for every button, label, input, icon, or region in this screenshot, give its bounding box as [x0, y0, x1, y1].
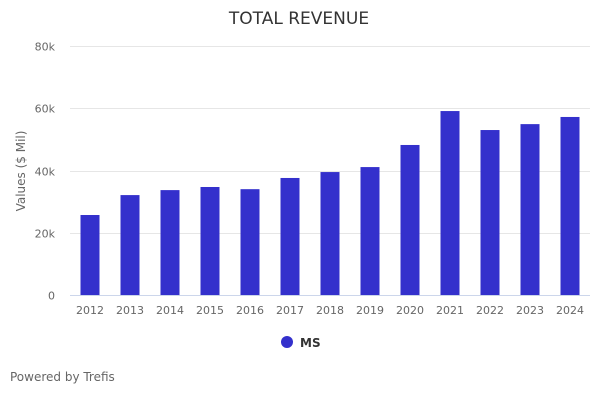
x-tick-label: 2021: [436, 304, 464, 317]
bar-2018[interactable]: [320, 172, 340, 295]
y-axis-label: Values ($ Mil): [14, 131, 28, 212]
x-tick-label: 2022: [476, 304, 504, 317]
y-tick-label: 20k: [35, 228, 56, 241]
bar-2015[interactable]: [200, 186, 220, 295]
y-axis-ticks: 0 20k 40k 60k 80k: [35, 41, 56, 303]
bar-2013[interactable]: [120, 195, 140, 295]
bar-2023[interactable]: [520, 124, 540, 295]
bar-2021[interactable]: [440, 111, 460, 296]
x-tick-label: 2023: [516, 304, 544, 317]
y-tick-label: 40k: [35, 166, 56, 179]
legend-label-ms[interactable]: MS: [300, 336, 321, 350]
x-tick-label: 2019: [356, 304, 384, 317]
x-tick-label: 2012: [76, 304, 104, 317]
x-tick-label: 2016: [236, 304, 264, 317]
powered-by-credit[interactable]: Powered by Trefis: [10, 370, 115, 384]
bar-2019[interactable]: [360, 167, 380, 295]
bar-2020[interactable]: [400, 144, 420, 295]
y-tick-label: 80k: [35, 41, 56, 54]
x-tick-label: 2015: [196, 304, 224, 317]
bar-2024[interactable]: [560, 116, 580, 295]
bar-2022[interactable]: [480, 130, 500, 295]
x-tick-label: 2013: [116, 304, 144, 317]
x-tick-label: 2024: [556, 304, 584, 317]
y-tick-label: 0: [48, 290, 55, 303]
bar-2016[interactable]: [240, 189, 260, 295]
x-tick-label: 2020: [396, 304, 424, 317]
x-tick-label: 2014: [156, 304, 184, 317]
y-tick-label: 60k: [35, 103, 56, 116]
x-tick-label: 2017: [276, 304, 304, 317]
x-axis-ticks: 2012 2013 2014 2015 2016 2017 2018 2019 2020 2021…: [76, 304, 584, 317]
bars: [80, 111, 580, 296]
bar-2014[interactable]: [160, 190, 180, 295]
legend-marker-ms[interactable]: [281, 336, 293, 348]
x-tick-label: 2018: [316, 304, 344, 317]
bar-2012[interactable]: [80, 215, 100, 295]
chart-title: TOTAL REVENUE: [228, 9, 369, 29]
legend[interactable]: MS: [281, 336, 321, 350]
bar-2017[interactable]: [280, 177, 300, 295]
